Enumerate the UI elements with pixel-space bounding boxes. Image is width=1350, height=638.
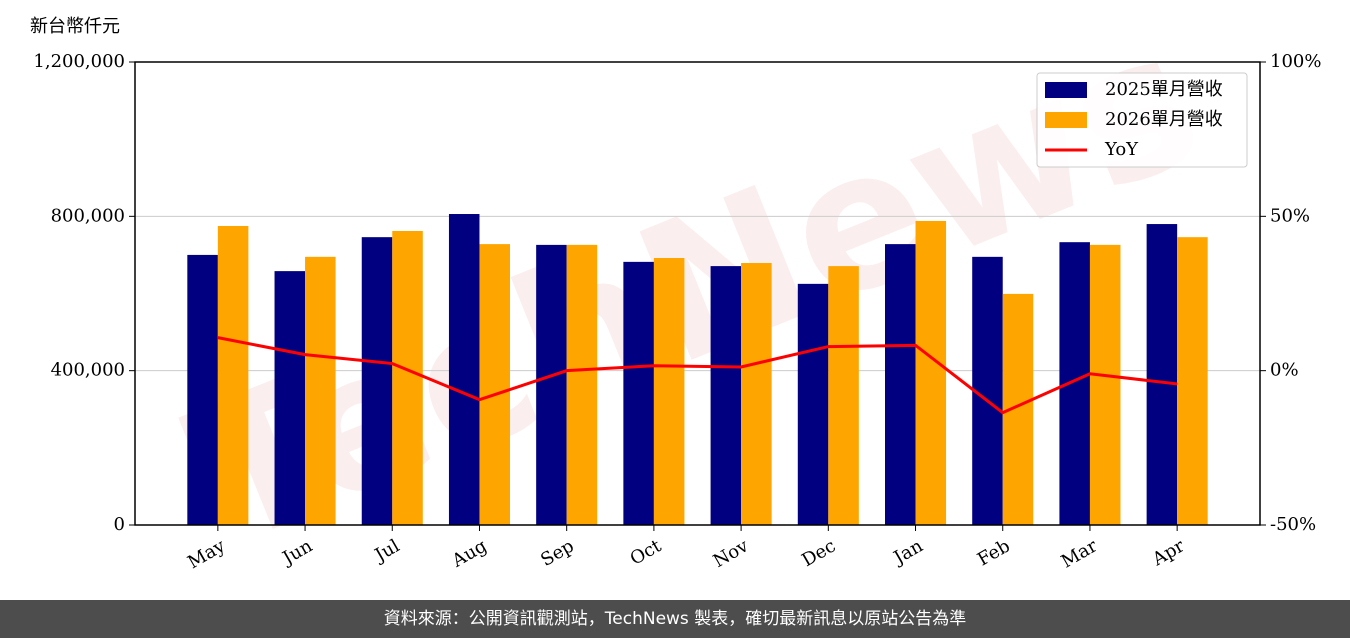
bar [187,254,218,525]
chart: 新台幣仟元 TechNews0400,000800,0001,200,000-5… [30,0,1321,588]
x-tick-label: Sep [537,535,577,570]
y-axis-label: 新台幣仟元 [30,16,120,37]
bar [1146,224,1178,526]
legend-label: YoY [1104,139,1139,160]
bar [623,261,654,525]
legend-swatch [1045,112,1087,128]
bar [885,244,916,525]
line [217,336,1178,415]
bar [305,256,336,525]
x-tick-label: Aug [448,535,491,572]
x-tick-label: Jan [889,535,927,569]
y2-tick-label: -50% [1270,514,1316,535]
bar [536,244,567,525]
bar [710,266,742,525]
x-tick-label: Oct [627,535,666,570]
legend-label: 2026單月營收 [1105,109,1223,130]
bar [1089,244,1121,525]
bar [972,256,1003,525]
y-tick-label: 1,200,000 [33,51,125,72]
x-tick-label: May [184,535,229,573]
bar [479,244,510,525]
x-tick-label: Mar [1058,535,1102,572]
x-tick-label: Feb [974,535,1014,570]
bar [915,220,947,526]
x-tick-label: Nov [710,535,753,572]
x-tick-label: Jul [370,535,404,567]
bar [1059,242,1090,525]
y2-tick-label: 0% [1270,360,1299,381]
y-tick-label: 800,000 [51,205,125,226]
bar [448,214,480,526]
bar [828,266,859,525]
y-tick-label: 400,000 [51,360,125,381]
bar [653,258,685,525]
bar [1177,237,1208,525]
y2-tick-label: 50% [1270,205,1310,226]
x-tick-label: Dec [798,535,839,571]
footer: 資料來源：公開資訊觀測站，TechNews 製表，確切最新訊息以原站公告為準 [0,600,1350,638]
plot-frame [134,61,1261,526]
bar [797,283,829,525]
y2-tick-label: 100% [1270,51,1321,72]
x-tick-label: Apr [1148,535,1188,570]
bar [566,244,598,525]
bar [361,237,393,525]
bar [217,225,249,525]
y-tick-label: 0 [114,514,125,535]
bar [741,263,772,525]
bar [392,230,423,525]
legend-box [1036,72,1248,168]
legend-swatch [1045,82,1087,98]
legend-label: 2025單月營收 [1105,79,1223,100]
bar [274,271,306,525]
